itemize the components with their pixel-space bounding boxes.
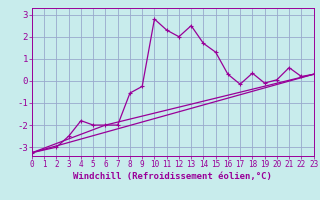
X-axis label: Windchill (Refroidissement éolien,°C): Windchill (Refroidissement éolien,°C) [73,172,272,181]
